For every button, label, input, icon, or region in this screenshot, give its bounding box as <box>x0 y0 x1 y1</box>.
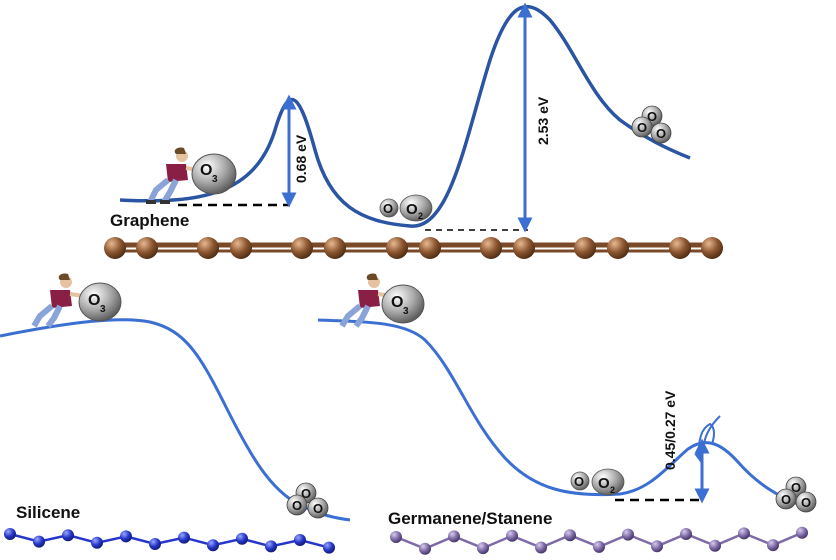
silicene-atom <box>4 528 16 540</box>
ozone-atom-label: O <box>88 292 100 309</box>
graphene-atom <box>386 237 408 259</box>
germanene-atom <box>390 531 402 543</box>
graphene-atom <box>136 237 158 259</box>
ozone-boulder-icon: O 3 <box>191 153 237 195</box>
silicene-atom <box>120 530 132 543</box>
product-atom-3: O <box>801 495 811 510</box>
graphene-atom <box>291 237 313 259</box>
germanene-lattice <box>390 526 808 555</box>
germanene-atom <box>796 526 808 539</box>
intermediate-atom-label: O <box>574 474 584 489</box>
silicene-lattice <box>4 528 335 554</box>
silicene-atom <box>236 532 248 545</box>
germanene-stanene-label: Germanene/Stanene <box>388 509 552 528</box>
germanene-atom <box>680 528 692 540</box>
graphene-atom <box>480 237 502 259</box>
ozone-boulder-icon: O 3 <box>381 284 425 324</box>
germanene-atom <box>593 540 605 553</box>
germanene-energy-curve <box>317 318 801 507</box>
silicene-atom <box>178 531 190 544</box>
germanene-atom <box>709 539 721 552</box>
germanene-atom <box>651 540 663 553</box>
ooo-product-icon: O O O <box>775 476 817 513</box>
graphene-atom <box>669 237 691 259</box>
silicene-atom <box>91 536 103 549</box>
graphene-lattice <box>104 237 723 259</box>
product-atom-1: O <box>791 480 801 495</box>
ozone-atom-label: O <box>200 162 212 179</box>
ooo-product-icon: O O O <box>286 482 329 519</box>
graphene-atom <box>197 237 219 259</box>
germanene-atom <box>506 529 518 542</box>
intermediate-atom-label: O <box>383 201 393 216</box>
barrier-label-1: 0.68 eV <box>293 134 309 183</box>
graphene-atom <box>104 237 126 259</box>
graphene-atom <box>513 237 535 259</box>
dioxygen-subscript: 2 <box>418 211 423 221</box>
ozone-boulder-icon: O 3 <box>78 282 122 322</box>
germanene-atom <box>767 539 779 552</box>
product-atom-2: O <box>292 498 302 513</box>
dioxygen-atom-label: O <box>406 201 418 218</box>
silicene-atom <box>323 541 335 554</box>
silicene-atom <box>207 539 219 552</box>
graphene-atom <box>230 237 252 259</box>
germanene-atom <box>535 541 547 554</box>
product-atom-2: O <box>637 120 647 135</box>
graphene-atom <box>607 237 629 259</box>
graphene-label: Graphene <box>110 211 189 230</box>
o-o2-intermediate-icon: O O 2 <box>379 194 433 222</box>
ozone-atom-label: O <box>391 294 403 311</box>
germanene-atom <box>738 527 750 540</box>
product-atom-2: O <box>781 492 791 507</box>
graphene-atom <box>574 237 596 259</box>
product-atom-1: O <box>647 109 657 124</box>
germanene-atom <box>448 530 460 543</box>
dioxygen-atom-label: O <box>598 475 610 492</box>
germanene-atom <box>564 529 576 542</box>
silicene-atom <box>149 538 161 550</box>
person-pushing-icon <box>31 273 85 328</box>
germanene-atom <box>419 542 431 555</box>
silicene-label: Silicene <box>16 503 80 522</box>
germanene-stanene-panel: 0.45/0.27 eV O 3 O O 2 O O O <box>317 273 817 555</box>
germanene-atom <box>622 528 634 541</box>
graphene-atom <box>419 237 441 259</box>
ozone-subscript: 3 <box>403 306 409 317</box>
o-o2-intermediate-icon: O O 2 <box>570 468 625 496</box>
ozone-subscript: 3 <box>100 304 106 315</box>
germanene-atom <box>477 542 489 555</box>
graphene-panel: 0.68 eV 2.53 eV O 3 O O 2 <box>104 2 723 259</box>
graphene-atom <box>324 237 346 259</box>
silicene-atom <box>294 534 306 546</box>
graphene-atom <box>701 237 723 259</box>
silicene-atom <box>265 540 277 553</box>
germanene-barrier-label: 0.45/0.27 eV <box>662 390 678 470</box>
silicene-panel: O 3 O O O Silicene <box>0 273 351 554</box>
ozone-subscript: 3 <box>212 174 218 185</box>
silicene-atom <box>33 535 45 548</box>
ooo-product-icon: O O O <box>631 105 672 144</box>
barrier-label-2: 2.53 eV <box>535 96 551 145</box>
product-atom-1: O <box>301 486 311 501</box>
graphene-energy-curve <box>119 4 691 228</box>
dioxygen-subscript: 2 <box>610 485 615 495</box>
germanene-curved-arrow-2 <box>703 415 721 445</box>
product-atom-3: O <box>656 126 666 141</box>
germanene-curved-arrow <box>694 422 715 463</box>
product-atom-3: O <box>313 501 323 516</box>
person-pushing-icon <box>146 147 201 204</box>
silicene-atom <box>62 529 74 542</box>
